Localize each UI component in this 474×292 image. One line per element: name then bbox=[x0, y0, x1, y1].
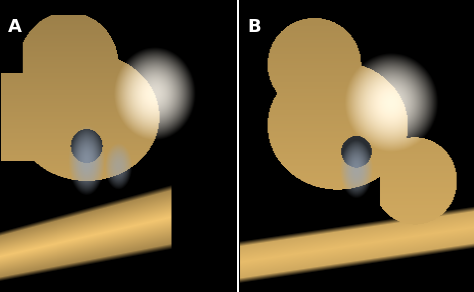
Text: A: A bbox=[8, 18, 22, 36]
Text: B: B bbox=[247, 18, 261, 36]
